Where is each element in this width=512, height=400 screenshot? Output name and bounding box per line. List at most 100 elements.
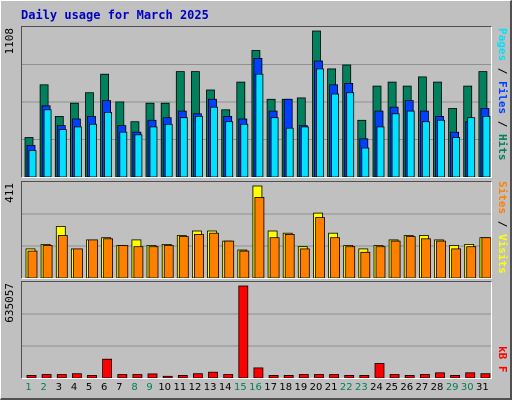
sites-bar bbox=[390, 240, 401, 278]
legend-files: Files bbox=[496, 81, 509, 115]
pages-bar bbox=[300, 126, 309, 177]
kbf-bar bbox=[87, 375, 97, 378]
kbf-bar bbox=[314, 374, 324, 378]
sites-bar bbox=[193, 234, 204, 278]
x-tick-label: 1 bbox=[25, 382, 32, 393]
kbf-bar bbox=[117, 374, 128, 378]
x-tick-label: 13 bbox=[203, 382, 217, 393]
legend-hits: Hits bbox=[496, 134, 509, 161]
bottom-max-label: 635057 bbox=[3, 283, 16, 323]
x-tick-label: 31 bbox=[476, 382, 489, 393]
pages-bar bbox=[119, 131, 128, 177]
visits-sites-plot bbox=[22, 185, 491, 278]
kbf-bar bbox=[147, 373, 158, 378]
pages-bar bbox=[89, 123, 97, 177]
sites-bar bbox=[345, 246, 356, 278]
kbf-bar bbox=[132, 374, 143, 378]
x-tick-label: 22 bbox=[339, 382, 353, 393]
x-tick-label: 4 bbox=[70, 382, 78, 393]
kbf-bar bbox=[435, 372, 445, 378]
pages-bar bbox=[225, 121, 234, 177]
x-tick-label: 11 bbox=[173, 382, 187, 393]
sites-bar bbox=[481, 237, 491, 278]
legend-bottom: kB F bbox=[496, 346, 509, 373]
x-tick-label: 17 bbox=[264, 382, 277, 393]
sites-bar bbox=[178, 236, 189, 278]
kbf-bar bbox=[208, 371, 218, 378]
kbf-bar bbox=[177, 375, 188, 378]
sites-bar bbox=[436, 240, 446, 278]
x-tick-label: 25 bbox=[385, 382, 399, 393]
legend-pages: Pages bbox=[496, 28, 509, 62]
pages-bar bbox=[467, 117, 476, 177]
kbf-plot bbox=[22, 285, 491, 378]
x-tick-label: 16 bbox=[249, 382, 262, 393]
pages-bar bbox=[240, 123, 249, 177]
chart-title: Daily usage for March 2025 bbox=[21, 8, 209, 22]
kbf-bar bbox=[253, 367, 264, 378]
sites-bar bbox=[224, 240, 235, 278]
pages-bar bbox=[270, 117, 279, 177]
kbf-bar bbox=[41, 374, 52, 378]
kbf-bar bbox=[344, 375, 355, 378]
sites-bar bbox=[239, 250, 250, 278]
pages-bar bbox=[255, 73, 264, 177]
x-tick-label: 7 bbox=[116, 382, 123, 393]
sites-bar bbox=[118, 245, 129, 278]
sites-bar bbox=[330, 237, 341, 278]
kbf-bar bbox=[374, 363, 385, 378]
sites-bar bbox=[451, 248, 462, 278]
pages-bar bbox=[43, 109, 52, 177]
top-max-label: 1108 bbox=[3, 28, 16, 55]
legend-kbf: kB F bbox=[496, 346, 509, 373]
hits-files-pages-plot bbox=[22, 30, 491, 177]
sites-bar bbox=[209, 232, 219, 278]
x-tick-label: 23 bbox=[355, 382, 368, 393]
kbf-bar bbox=[283, 375, 294, 378]
kbf-bar bbox=[419, 374, 430, 378]
legend-middle: Sites / Visits bbox=[496, 181, 509, 274]
pages-bar bbox=[149, 126, 158, 177]
kbf-bar bbox=[56, 374, 67, 378]
hits-files-pages-panel bbox=[21, 26, 492, 178]
kbf-bar bbox=[102, 358, 112, 378]
pages-bar bbox=[406, 110, 415, 177]
pages-bar bbox=[452, 137, 461, 177]
sites-bar bbox=[466, 246, 477, 278]
x-tick-label: 8 bbox=[131, 382, 138, 393]
kbf-bar bbox=[223, 374, 234, 378]
x-axis: 1 2 3 4 5 6 7 8 9 10 11 12 13 14 15 16 17 18 19 20 21 22 23 24 2… bbox=[21, 382, 492, 396]
pages-bar bbox=[346, 92, 355, 177]
pages-bar bbox=[74, 126, 82, 177]
pages-bar bbox=[391, 113, 400, 177]
sites-bar bbox=[405, 236, 416, 278]
x-tick-label: 28 bbox=[430, 382, 444, 393]
pages-bar bbox=[134, 134, 143, 177]
legend-sites: Sites bbox=[496, 181, 509, 215]
kbf-bar bbox=[359, 375, 370, 378]
x-tick-label: 5 bbox=[85, 382, 93, 393]
kbf-bar bbox=[192, 373, 203, 378]
pages-bar bbox=[210, 106, 218, 177]
sites-bar bbox=[88, 239, 98, 278]
visits-sites-panel bbox=[21, 181, 492, 279]
kbf-bar bbox=[404, 375, 415, 378]
middle-max-label: 411 bbox=[3, 183, 16, 203]
sites-bar bbox=[163, 245, 174, 278]
sites-bar bbox=[27, 250, 38, 278]
pages-bar bbox=[437, 119, 445, 177]
pages-bar bbox=[361, 147, 370, 177]
pages-bar bbox=[421, 121, 430, 177]
pages-bar bbox=[316, 68, 324, 177]
x-tick-label: 30 bbox=[460, 382, 474, 393]
kbf-bar bbox=[389, 374, 400, 378]
pages-bar bbox=[28, 150, 37, 177]
kbf-bar bbox=[450, 375, 461, 378]
sites-bar bbox=[73, 248, 83, 278]
kbf-bar bbox=[329, 374, 340, 378]
sites-bar bbox=[254, 196, 265, 278]
x-tick-label: 26 bbox=[400, 382, 414, 393]
x-tick-label: 15 bbox=[234, 382, 247, 393]
x-tick-label: 18 bbox=[279, 382, 293, 393]
